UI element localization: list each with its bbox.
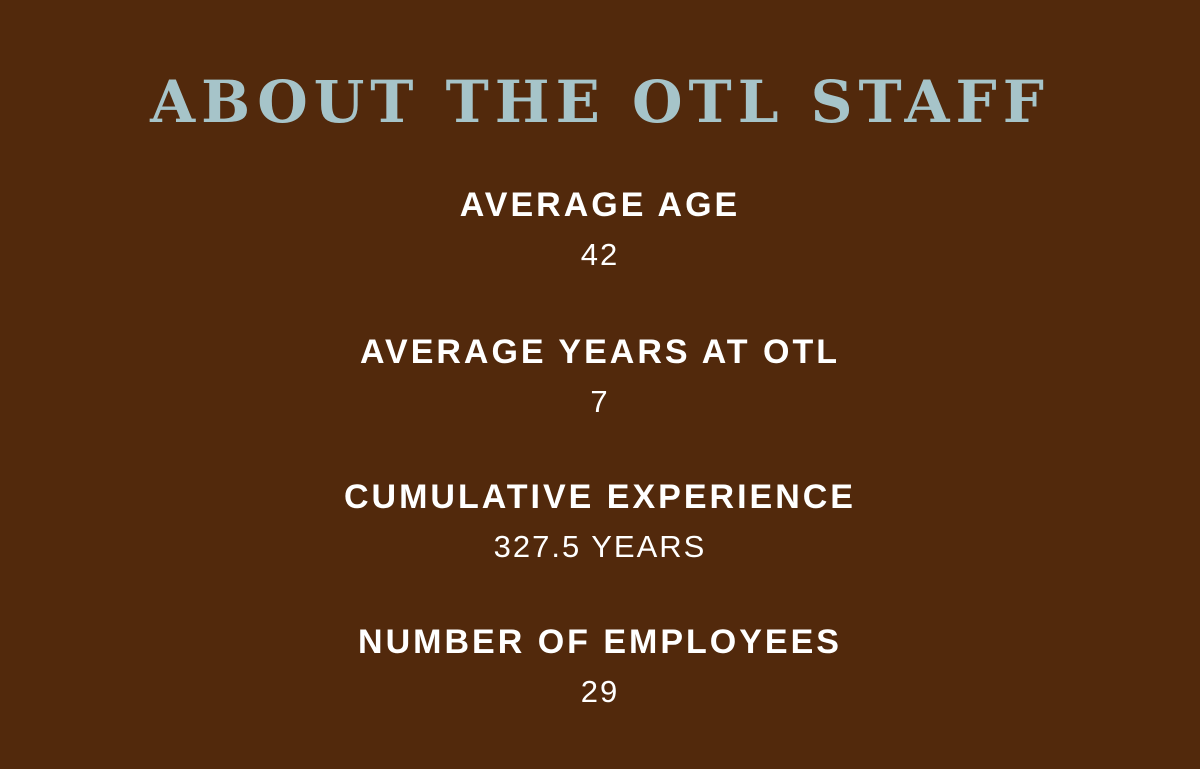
page-title: ABOUT THE OTL STAFF [150, 68, 1050, 136]
stat-cumulative-experience: CUMULATIVE EXPERIENCE 327.5 YEARS [0, 477, 1200, 565]
stat-label: NUMBER OF EMPLOYEES [358, 623, 842, 661]
stat-value: 42 [580, 237, 620, 272]
stat-label: CUMULATIVE EXPERIENCE [344, 478, 856, 516]
stat-average-years: AVERAGE YEARS AT OTL 7 [0, 332, 1200, 420]
stat-number-of-employees: NUMBER OF EMPLOYEES 29 [0, 622, 1200, 710]
stat-label: AVERAGE YEARS AT OTL [359, 333, 840, 371]
stat-value: 327.5 YEARS [493, 529, 707, 564]
stat-average-age: AVERAGE AGE 42 [0, 185, 1200, 273]
stat-value: 7 [590, 384, 610, 419]
stat-value: 29 [580, 674, 620, 709]
stat-label: AVERAGE AGE [459, 186, 741, 224]
